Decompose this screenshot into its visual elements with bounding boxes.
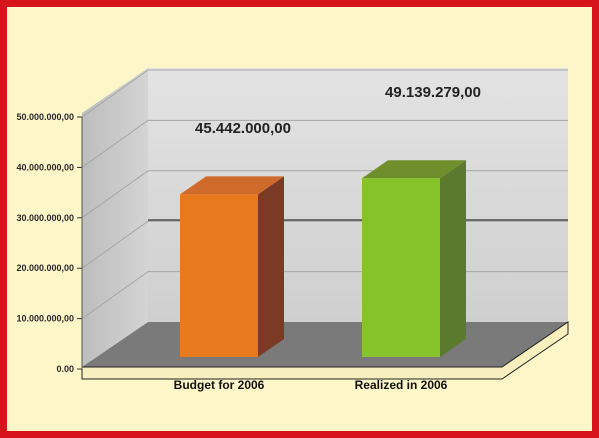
bar-top-face: [362, 160, 466, 179]
bar-front-face: [180, 194, 258, 357]
category-label-realized: Realized in 2006: [355, 378, 448, 392]
bar-realized: [362, 160, 466, 357]
side-wall: [82, 68, 148, 367]
data-label-realized: 49.139.279,00: [385, 84, 481, 101]
data-labels: 45.442.000,00 49.139.279,00: [195, 84, 481, 137]
y-axis-ticks: 0.00 10.000.000,00 20.000.000,00 30.000.000…: [16, 112, 83, 374]
bar-budget: [180, 176, 284, 357]
data-label-budget: 45.442.000,00: [195, 120, 291, 137]
bars: [180, 160, 466, 357]
chart-walls: [81, 68, 569, 380]
gridline-side: [81, 220, 149, 269]
category-label-budget: Budget for 2006: [174, 378, 265, 392]
chart-floor: [82, 322, 568, 367]
gridline-side: [81, 69, 149, 118]
y-tick-label: 20.000.000,00: [16, 263, 74, 273]
y-tick-label: 30.000.000,00: [16, 213, 74, 223]
category-labels: Budget for 2006 Realized in 2006: [174, 378, 448, 392]
y-tick-label: 50.000.000,00: [16, 112, 74, 122]
gridline-side: [81, 271, 149, 320]
y-tick-label: 10.000.000,00: [16, 314, 74, 324]
y-tick-label: 40.000.000,00: [16, 162, 74, 172]
bar-front-face: [362, 178, 440, 357]
bar-side-face: [258, 176, 284, 357]
bar-top-face: [180, 176, 284, 195]
gridline-side: [81, 170, 149, 219]
y-tick-label: 0.00: [56, 364, 74, 374]
bar-side-face: [440, 160, 466, 357]
gridline-side: [81, 119, 149, 168]
